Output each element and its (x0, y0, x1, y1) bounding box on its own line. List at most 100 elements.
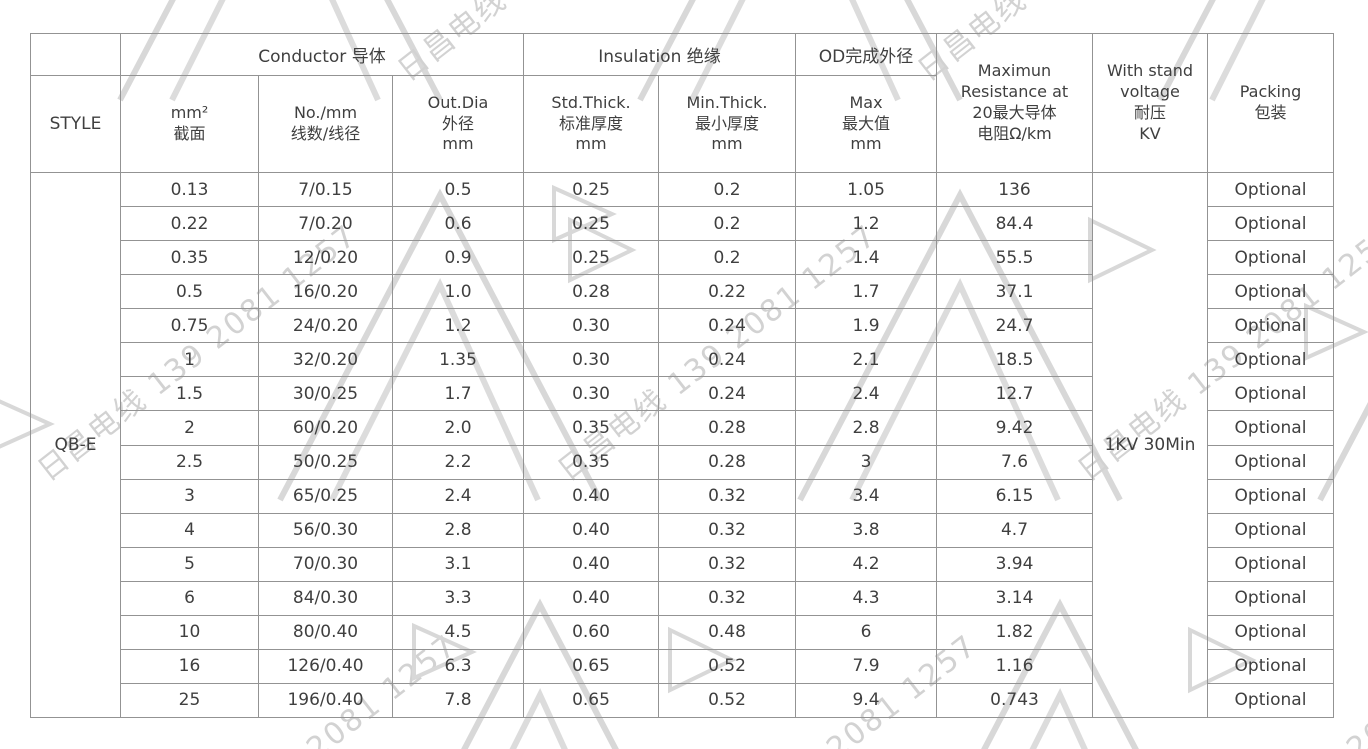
cell-mm2: 25 (120, 682, 259, 719)
cell-outdia: 2.0 (392, 410, 524, 446)
cell-mm2: 1.5 (120, 376, 259, 412)
cell-resistance: 4.7 (936, 512, 1093, 548)
conductor-group-header: Conductor 导体 (120, 33, 524, 76)
cell-od-max: 4.3 (795, 580, 937, 616)
cell-mm2: 1 (120, 342, 259, 378)
cell-resistance: 84.4 (936, 206, 1093, 242)
cell-od-max: 4.2 (795, 546, 937, 582)
style-header-spacer (30, 33, 121, 76)
cell-outdia: 4.5 (392, 614, 524, 650)
cell-std-thick: 0.30 (523, 376, 659, 412)
outdia-header: Out.Dia 外径 mm (392, 75, 524, 173)
cell-od-max: 1.2 (795, 206, 937, 242)
cell-min-thick: 0.32 (658, 580, 796, 616)
cell-min-thick: 0.24 (658, 308, 796, 344)
cell-min-thick: 0.28 (658, 410, 796, 446)
cell-strands: 56/0.30 (258, 512, 393, 548)
packing-header: Packing 包装 (1207, 33, 1334, 173)
cell-outdia: 2.2 (392, 444, 524, 480)
table-row: 4 56/0.30 2.8 0.40 0.32 3.8 4.7 Optional (31, 512, 1334, 548)
cell-outdia: 3.1 (392, 546, 524, 582)
cell-std-thick: 0.35 (523, 410, 659, 446)
cell-strands: 16/0.20 (258, 274, 393, 310)
cell-mm2: 16 (120, 648, 259, 684)
cell-strands: 7/0.15 (258, 171, 393, 208)
cell-min-thick: 0.22 (658, 274, 796, 310)
cell-min-thick: 0.48 (658, 614, 796, 650)
cell-packing: Optional (1207, 580, 1334, 616)
cell-resistance: 55.5 (936, 240, 1093, 276)
cell-std-thick: 0.65 (523, 648, 659, 684)
cell-mm2: 0.75 (120, 308, 259, 344)
cell-outdia: 0.5 (392, 171, 524, 208)
cell-min-thick: 0.32 (658, 512, 796, 548)
cell-mm2: 3 (120, 478, 259, 514)
cell-mm2: 0.5 (120, 274, 259, 310)
cell-resistance: 6.15 (936, 478, 1093, 514)
cell-outdia: 7.8 (392, 682, 524, 719)
cell-packing: Optional (1207, 546, 1334, 582)
cell-packing: Optional (1207, 410, 1334, 446)
style-header: STYLE (30, 75, 121, 173)
cell-strands: 32/0.20 (258, 342, 393, 378)
table-row: QB-E 0.13 7/0.15 0.5 0.25 0.2 1.05 136 1KV 30Min… (30, 171, 1334, 718)
table-row: 5 70/0.30 3.1 0.40 0.32 4.2 3.94 Optional (31, 546, 1334, 582)
std-thickness-header: Std.Thick. 标准厚度 mm (523, 75, 659, 173)
cell-strands: 7/0.20 (258, 206, 393, 242)
cell-min-thick: 0.52 (658, 648, 796, 684)
cell-packing: Optional (1207, 614, 1334, 650)
cell-mm2: 5 (120, 546, 259, 582)
cell-od-max: 1.4 (795, 240, 937, 276)
cell-resistance: 9.42 (936, 410, 1093, 446)
header-group-row: Conductor 导体 Insulation 绝缘 OD完成外径 Maximu… (30, 33, 1334, 173)
cell-outdia: 0.9 (392, 240, 524, 276)
cell-od-max: 3.8 (795, 512, 937, 548)
cell-strands: 60/0.20 (258, 410, 393, 446)
cell-std-thick: 0.40 (523, 512, 659, 548)
cell-od-max: 6 (795, 614, 937, 650)
cell-od-max: 2.4 (795, 376, 937, 412)
cell-od-max: 3 (795, 444, 937, 480)
cell-std-thick: 0.28 (523, 274, 659, 310)
cell-std-thick: 0.25 (523, 206, 659, 242)
cell-resistance: 136 (936, 171, 1093, 208)
cell-packing: Optional (1207, 444, 1334, 480)
wire-spec-table: Conductor 导体 Insulation 绝缘 OD完成外径 Maximu… (30, 33, 1334, 719)
cell-strands: 80/0.40 (258, 614, 393, 650)
cell-strands: 65/0.25 (258, 478, 393, 514)
cell-packing: Optional (1207, 342, 1334, 378)
cell-resistance: 1.16 (936, 648, 1093, 684)
header-sub-row: STYLE mm² 截面 No./mm 线数/线径 Out.Dia 外径 mm … (30, 75, 1334, 173)
cell-resistance: 7.6 (936, 444, 1093, 480)
cell-resistance: 24.7 (936, 308, 1093, 344)
cell-resistance: 3.14 (936, 580, 1093, 616)
cell-min-thick: 0.2 (658, 240, 796, 276)
cell-resistance: 12.7 (936, 376, 1093, 412)
cell-mm2: 0.35 (120, 240, 259, 276)
cell-strands: 84/0.30 (258, 580, 393, 616)
cell-mm2: 0.13 (120, 171, 259, 208)
cell-resistance: 3.94 (936, 546, 1093, 582)
strands-header: No./mm 线数/线径 (258, 75, 393, 173)
cell-mm2: 4 (120, 512, 259, 548)
cell-outdia: 6.3 (392, 648, 524, 684)
cell-od-max: 1.9 (795, 308, 937, 344)
cell-std-thick: 0.30 (523, 342, 659, 378)
cell-od-max: 1.05 (795, 171, 937, 208)
cell-packing: Optional (1207, 648, 1334, 684)
cell-od-max: 9.4 (795, 682, 937, 719)
cell-resistance: 18.5 (936, 342, 1093, 378)
withstand-voltage-header: With stand voltage 耐压 KV (1092, 33, 1208, 173)
cell-packing: Optional (1207, 512, 1334, 548)
style-value-cell: QB-E (30, 172, 121, 718)
cell-od-max: 2.1 (795, 342, 937, 378)
cell-std-thick: 0.25 (523, 240, 659, 276)
insulation-group-header: Insulation 绝缘 (523, 33, 796, 76)
cell-std-thick: 0.40 (523, 580, 659, 616)
table-row: 25 196/0.40 7.8 0.65 0.52 9.4 0.743 Optional (31, 682, 1334, 719)
cell-outdia: 1.7 (392, 376, 524, 412)
cell-packing: Optional (1207, 682, 1334, 719)
cell-mm2: 6 (120, 580, 259, 616)
cell-od-max: 3.4 (795, 478, 937, 514)
